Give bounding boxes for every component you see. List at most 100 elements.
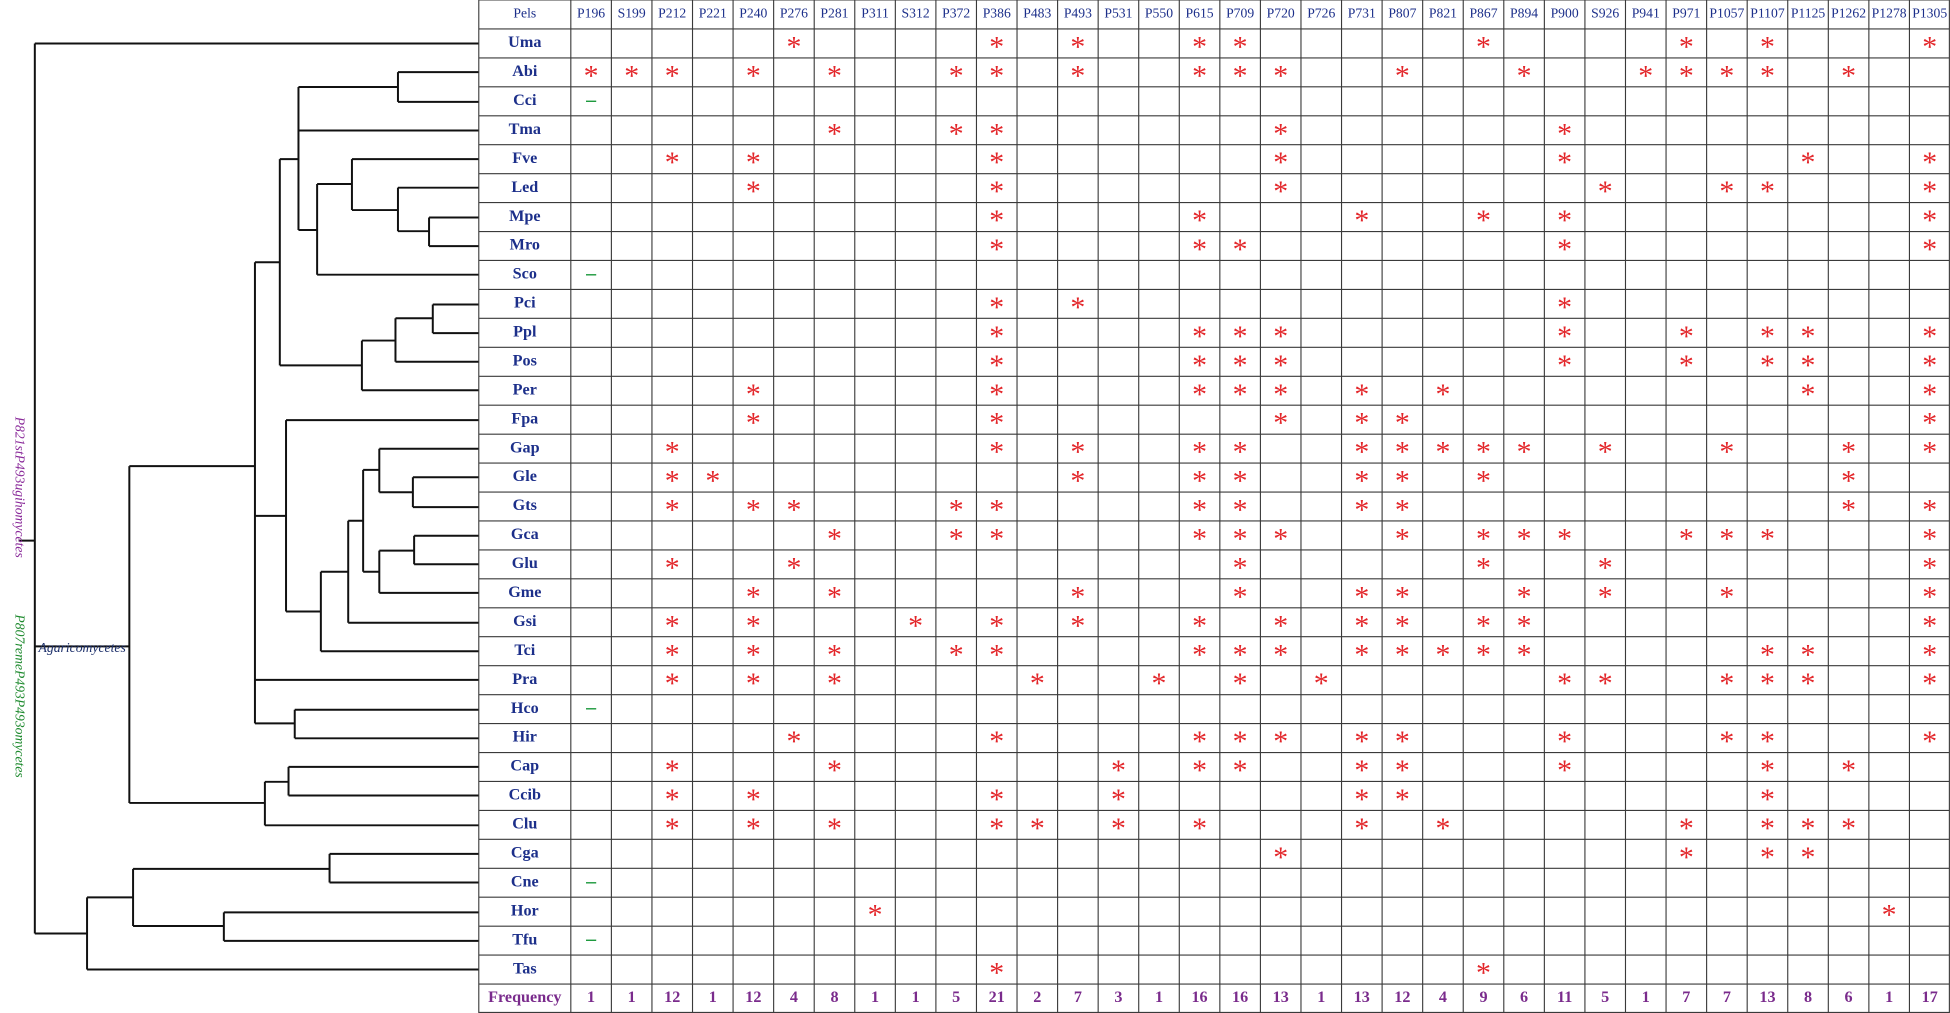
clade-label: P821stP493ugihomycetes	[13, 416, 28, 558]
taxon-label: Clu	[512, 816, 537, 833]
asterisk: *	[1557, 146, 1572, 179]
asterisk: *	[1192, 609, 1207, 642]
asterisk: *	[1435, 638, 1450, 671]
frequency-value: 1	[912, 989, 920, 1006]
asterisk: *	[827, 667, 842, 700]
asterisk: *	[1922, 204, 1937, 237]
asterisk: *	[1273, 638, 1288, 671]
asterisk: *	[827, 638, 842, 671]
asterisk: *	[1922, 233, 1937, 266]
taxon-label: Gap	[510, 439, 540, 456]
asterisk: *	[1233, 30, 1248, 63]
asterisk: *	[1233, 349, 1248, 382]
asterisk: *	[989, 725, 1004, 758]
asterisk: *	[1395, 436, 1410, 469]
asterisk: *	[1192, 638, 1207, 671]
asterisk: *	[989, 812, 1004, 845]
taxon-label: Mro	[510, 237, 540, 254]
asterisk: *	[1679, 841, 1694, 874]
frequency-value: 1	[587, 989, 595, 1006]
asterisk: *	[746, 783, 761, 816]
asterisk: *	[786, 494, 801, 527]
asterisk: *	[989, 609, 1004, 642]
asterisk: *	[665, 783, 680, 816]
clade-label: P807remeP493P493omycetes	[13, 613, 28, 777]
asterisk: *	[1233, 465, 1248, 498]
asterisk: *	[746, 407, 761, 440]
asterisk: *	[989, 494, 1004, 527]
asterisk: *	[1354, 494, 1369, 527]
asterisk: *	[989, 175, 1004, 208]
asterisk: *	[1395, 523, 1410, 556]
asterisk: *	[1070, 291, 1085, 324]
asterisk: *	[1841, 59, 1856, 92]
asterisk: *	[949, 638, 964, 671]
asterisk: *	[1719, 725, 1734, 758]
frequency-value: 13	[1759, 989, 1775, 1006]
taxon-label: Led	[511, 179, 538, 196]
asterisk: *	[1111, 754, 1126, 787]
asterisk: *	[1395, 465, 1410, 498]
frequency-value: 4	[790, 989, 798, 1006]
column-header: P531	[1104, 6, 1132, 21]
asterisk: *	[1517, 580, 1532, 613]
asterisk: *	[1192, 465, 1207, 498]
asterisk: *	[1922, 175, 1937, 208]
asterisk: *	[1517, 638, 1532, 671]
asterisk: *	[989, 204, 1004, 237]
asterisk: *	[624, 59, 639, 92]
taxon-label: Cap	[510, 758, 539, 775]
frequency-value: 6	[1845, 989, 1853, 1006]
taxon-label: Tfu	[512, 931, 537, 948]
asterisk: *	[1111, 783, 1126, 816]
column-header: P221	[699, 6, 727, 21]
asterisk: *	[665, 465, 680, 498]
column-header: P941	[1632, 6, 1660, 21]
asterisk: *	[827, 117, 842, 150]
asterisk: *	[1070, 580, 1085, 613]
asterisk: *	[1922, 667, 1937, 700]
asterisk: *	[1070, 609, 1085, 642]
asterisk: *	[1395, 754, 1410, 787]
asterisk: *	[665, 551, 680, 584]
asterisk: *	[1476, 638, 1491, 671]
asterisk: *	[1922, 320, 1937, 353]
asterisk: *	[1476, 30, 1491, 63]
asterisk: *	[1841, 465, 1856, 498]
asterisk: *	[827, 59, 842, 92]
asterisk: *	[1233, 523, 1248, 556]
asterisk: *	[1273, 523, 1288, 556]
asterisk: *	[1192, 30, 1207, 63]
frequency-value: 16	[1232, 989, 1248, 1006]
asterisk: *	[1395, 580, 1410, 613]
asterisk: *	[1719, 175, 1734, 208]
asterisk: *	[1801, 378, 1816, 411]
asterisk: *	[1557, 320, 1572, 353]
asterisk: *	[1192, 204, 1207, 237]
asterisk: *	[1719, 436, 1734, 469]
column-header: P196	[577, 6, 605, 21]
frequency-value: 5	[952, 989, 960, 1006]
taxon-label: Glu	[512, 555, 538, 572]
asterisk: *	[1557, 233, 1572, 266]
asterisk: *	[1233, 59, 1248, 92]
asterisk: *	[989, 30, 1004, 63]
asterisk: *	[1598, 551, 1613, 584]
asterisk: *	[1273, 175, 1288, 208]
column-header: P550	[1145, 6, 1173, 21]
frequency-value: 9	[1479, 989, 1487, 1006]
asterisk: *	[1517, 609, 1532, 642]
taxon-label: Cga	[511, 845, 539, 862]
asterisk: *	[786, 30, 801, 63]
asterisk: *	[746, 59, 761, 92]
asterisk: *	[989, 320, 1004, 353]
asterisk: *	[949, 523, 964, 556]
asterisk: *	[746, 812, 761, 845]
asterisk: *	[989, 146, 1004, 179]
taxon-label: Mpe	[509, 208, 540, 225]
asterisk: *	[1922, 725, 1937, 758]
frequency-value: 2	[1033, 989, 1041, 1006]
asterisk: *	[665, 638, 680, 671]
frequency-value: 1	[709, 989, 717, 1006]
asterisk: *	[1192, 349, 1207, 382]
